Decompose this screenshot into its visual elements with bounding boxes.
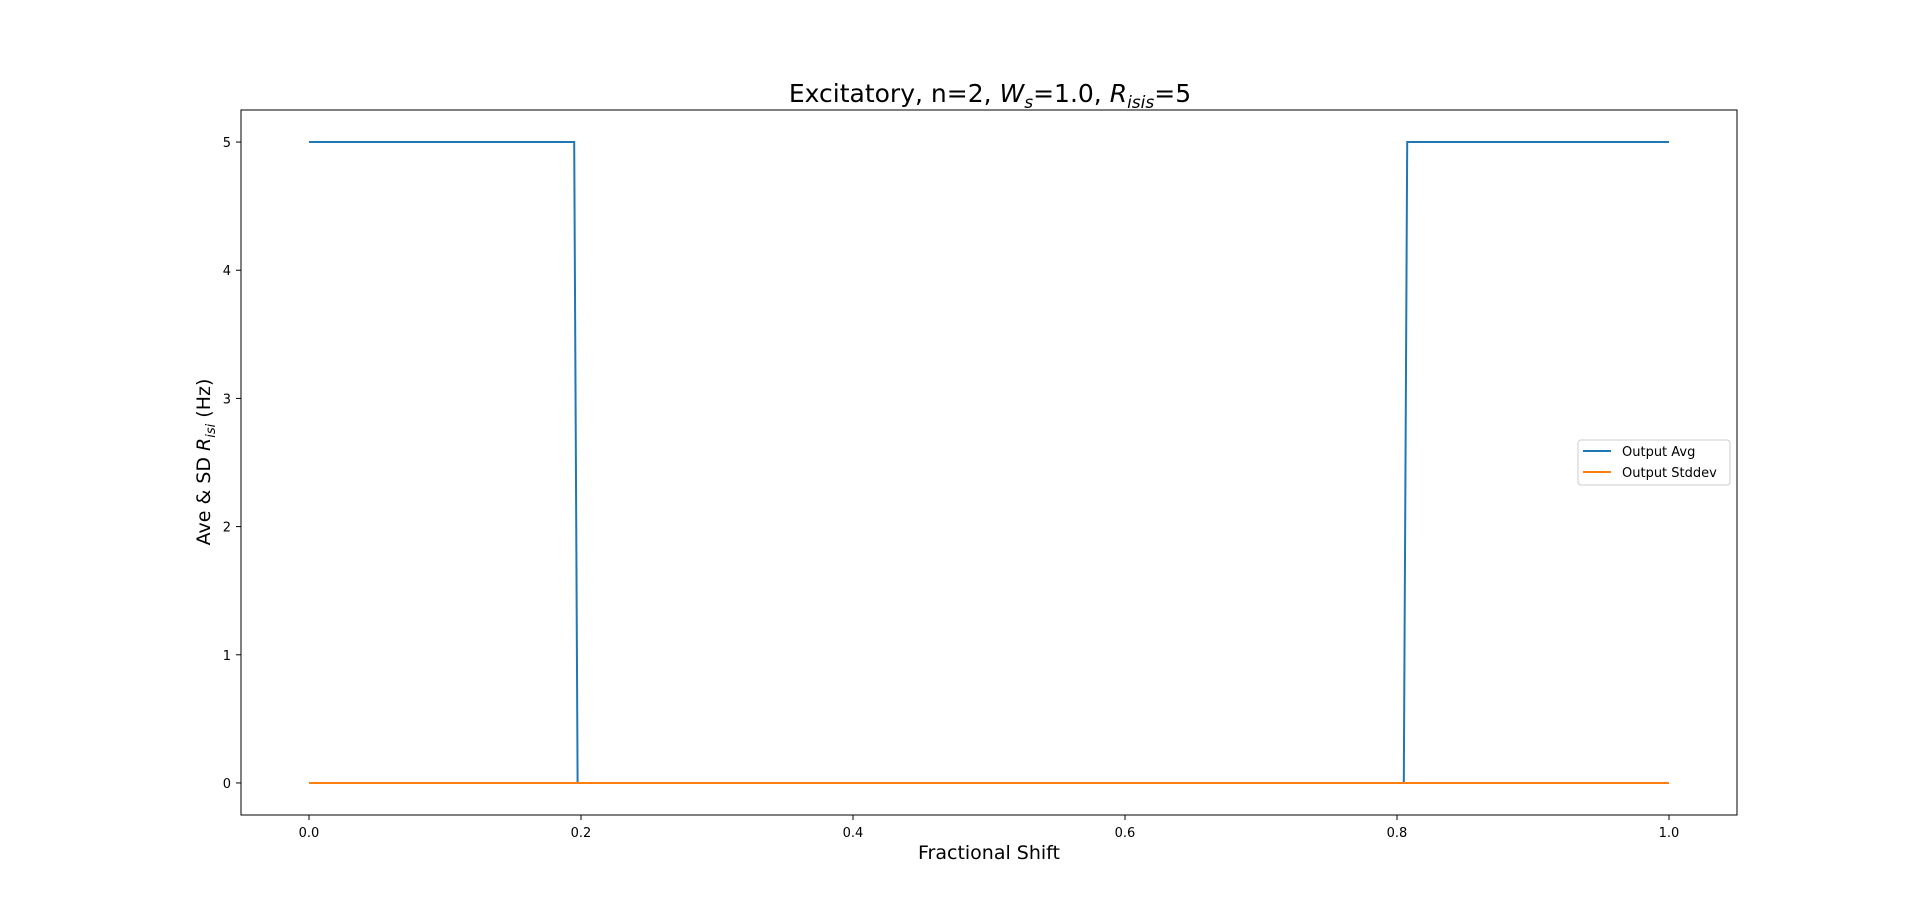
x-tick-label: 1.0 bbox=[1659, 826, 1680, 841]
y-tick-label: 4 bbox=[223, 264, 231, 279]
x-axis-label: Fractional Shift bbox=[918, 842, 1060, 864]
x-tick-label: 0.4 bbox=[843, 826, 864, 841]
y-tick-label: 0 bbox=[223, 777, 231, 792]
legend-label-output-avg: Output Avg bbox=[1622, 445, 1695, 460]
y-tick-label: 2 bbox=[223, 521, 231, 536]
y-axis-ticks: 0 1 2 3 4 5 bbox=[223, 136, 241, 792]
series-group bbox=[309, 141, 1669, 784]
y-axis-label: Ave & SD Risi (Hz) bbox=[193, 379, 219, 546]
x-tick-label: 0.0 bbox=[299, 826, 320, 841]
legend: Output Avg Output Stddev bbox=[1577, 439, 1731, 486]
chart-title: Excitatory, n=2, Ws=1.0, Risis=5 bbox=[789, 79, 1191, 113]
x-axis-ticks: 0.0 0.2 0.4 0.6 0.8 1.0 bbox=[299, 815, 1680, 841]
y-tick-label: 5 bbox=[223, 136, 231, 151]
plot-frame bbox=[240, 109, 1738, 816]
x-tick-label: 0.8 bbox=[1387, 826, 1408, 841]
series-line-output-avg bbox=[309, 141, 1669, 784]
legend-label-output-stddev: Output Stddev bbox=[1622, 466, 1717, 481]
y-tick-label: 3 bbox=[223, 392, 231, 407]
x-tick-label: 0.2 bbox=[571, 826, 592, 841]
legend-box bbox=[1577, 439, 1731, 486]
y-tick-label: 1 bbox=[223, 649, 231, 664]
x-tick-label: 0.6 bbox=[1115, 826, 1136, 841]
